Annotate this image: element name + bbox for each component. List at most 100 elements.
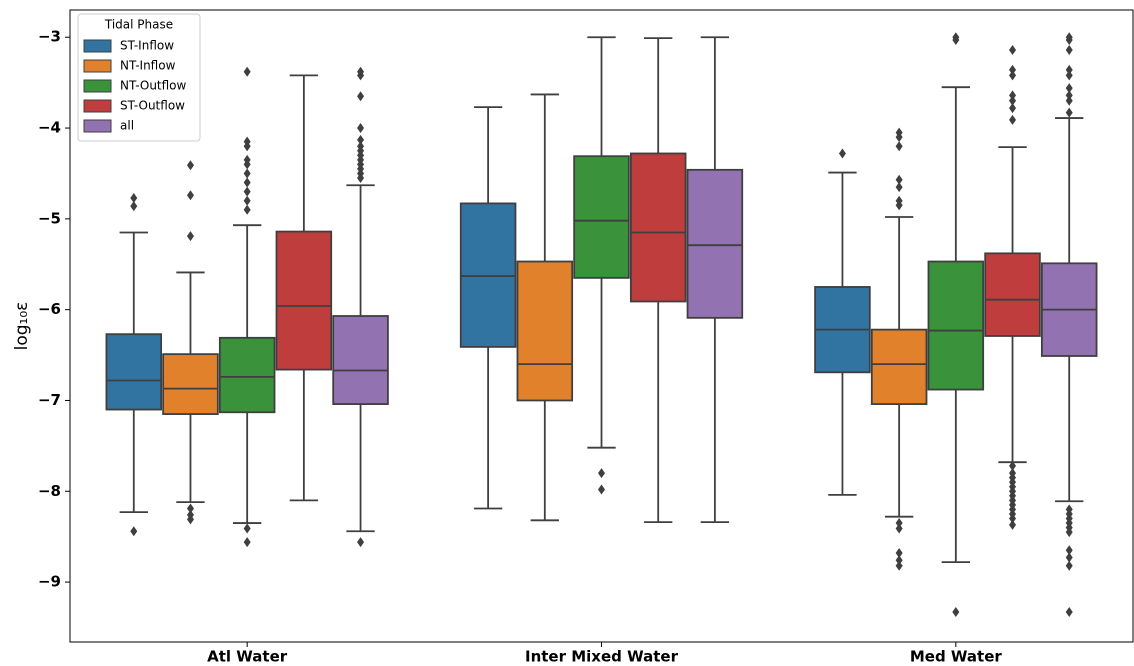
flier — [186, 514, 194, 525]
legend-label: all — [120, 119, 134, 133]
flier — [1065, 95, 1073, 106]
box — [870, 328, 928, 405]
flier — [1009, 44, 1017, 55]
legend-swatch — [83, 39, 112, 53]
box — [686, 168, 744, 319]
flier — [186, 190, 194, 201]
x-tick-label: Atl Water — [207, 648, 288, 666]
whisker — [587, 36, 616, 157]
flier — [243, 168, 251, 179]
whisker — [289, 74, 319, 232]
whisker — [176, 271, 205, 355]
flier — [357, 123, 365, 134]
legend-swatch — [83, 59, 112, 73]
flier — [598, 468, 605, 479]
x-tick-label: Inter Mixed Water — [525, 648, 679, 666]
legend-swatch — [83, 99, 112, 113]
flier — [1065, 527, 1073, 538]
whisker — [1055, 355, 1084, 503]
flier — [243, 177, 251, 188]
flier — [895, 182, 903, 193]
whisker — [530, 400, 559, 522]
flier — [1065, 607, 1073, 618]
flier — [243, 66, 251, 77]
flier — [1009, 519, 1017, 530]
box — [516, 260, 574, 402]
box — [629, 152, 687, 303]
flier — [895, 200, 903, 211]
flier — [1065, 552, 1073, 563]
y-tick-label: −7 — [38, 391, 61, 409]
flier — [895, 132, 903, 143]
flier — [130, 526, 138, 537]
flier — [1009, 114, 1017, 125]
flier — [1009, 513, 1017, 524]
whisker — [473, 346, 503, 510]
box — [218, 336, 276, 414]
whisker — [346, 404, 375, 533]
flier — [243, 195, 251, 206]
whisker — [232, 224, 262, 338]
flier — [357, 91, 365, 102]
flier — [838, 148, 846, 159]
flier — [1009, 103, 1017, 114]
flier — [357, 537, 365, 548]
whisker — [941, 86, 971, 262]
box — [573, 155, 630, 279]
whisker — [941, 389, 971, 563]
whisker — [119, 231, 148, 335]
whisker — [644, 301, 673, 524]
whisker — [884, 404, 914, 518]
flier — [186, 503, 194, 514]
flier — [357, 172, 365, 183]
flier — [895, 523, 903, 534]
flier — [1009, 70, 1017, 81]
box — [162, 353, 219, 415]
flier — [130, 192, 138, 203]
flier — [1009, 64, 1017, 75]
flier — [1065, 44, 1073, 55]
y-tick-label: −9 — [38, 573, 61, 591]
legend-swatch — [83, 119, 112, 133]
whisker — [473, 106, 503, 204]
flier — [1065, 545, 1073, 556]
flier — [1065, 64, 1073, 75]
whisker — [289, 369, 319, 502]
y-tick-label: −6 — [38, 300, 61, 318]
whisker — [884, 216, 914, 330]
box — [927, 260, 985, 391]
y-tick-label: −3 — [38, 28, 61, 46]
y-tick-label: −5 — [38, 209, 61, 227]
flier — [1065, 560, 1073, 571]
flier — [186, 231, 194, 242]
flier — [243, 141, 251, 152]
y-tick-label: −8 — [38, 482, 61, 500]
flier — [1065, 70, 1073, 81]
flier — [1009, 90, 1017, 101]
legend-label: ST-Inflow — [120, 39, 174, 53]
flier — [243, 523, 251, 534]
flier — [243, 159, 251, 170]
flier — [895, 555, 903, 566]
y-tick-label: −4 — [38, 119, 61, 137]
whisker — [828, 372, 857, 496]
whisker — [530, 93, 559, 262]
whisker — [644, 37, 673, 154]
whisker — [828, 171, 857, 287]
flier — [895, 518, 903, 529]
flier — [1065, 83, 1073, 94]
legend-label: NT-Outflow — [120, 79, 187, 93]
flier — [895, 548, 903, 559]
flier — [598, 484, 605, 495]
whisker — [346, 184, 375, 317]
box — [275, 230, 333, 371]
flier — [895, 560, 903, 571]
flier — [952, 34, 960, 45]
legend-title: Tidal Phase — [104, 18, 173, 32]
whisker — [700, 317, 730, 524]
flier — [1065, 107, 1073, 118]
box — [105, 333, 163, 411]
flier — [895, 174, 903, 185]
flier — [357, 70, 365, 81]
flier — [186, 160, 194, 171]
